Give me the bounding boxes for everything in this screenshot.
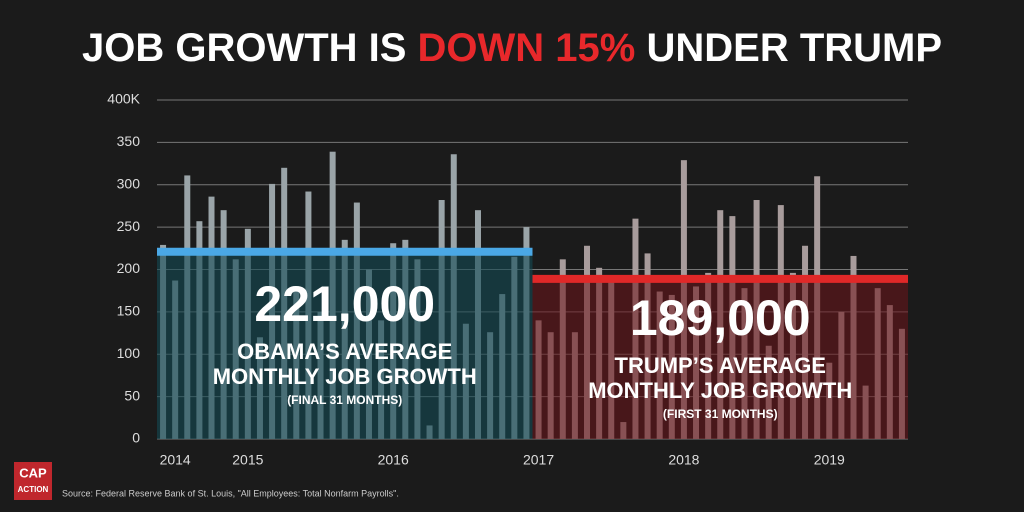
average-value: 189,000 <box>630 290 811 346</box>
x-tick-label: 2019 <box>814 452 845 468</box>
title-part: DOWN 15% <box>418 26 636 70</box>
logo-text: CAP <box>19 465 47 480</box>
y-tick-label: 300 <box>117 175 141 191</box>
x-tick-label: 2015 <box>232 452 263 468</box>
average-label: MONTHLY JOB GROWTH <box>213 364 477 389</box>
x-tick-label: 2017 <box>523 452 554 468</box>
title-part: JOB GROWTH IS <box>82 26 418 70</box>
y-tick-label: 150 <box>117 303 141 319</box>
x-tick-label: 2014 <box>160 452 191 468</box>
average-label: OBAMA’S AVERAGE <box>237 339 452 364</box>
y-tick-label: 400K <box>107 91 140 107</box>
average-area <box>157 251 533 439</box>
average-label: MONTHLY JOB GROWTH <box>588 378 852 403</box>
title-part: UNDER TRUMP <box>635 26 942 70</box>
average-area <box>532 278 908 439</box>
average-label: TRUMP’S AVERAGE <box>615 353 826 378</box>
y-tick-label: 50 <box>124 387 140 403</box>
x-tick-label: 2018 <box>668 452 699 468</box>
average-note: (FINAL 31 MONTHS) <box>287 393 402 407</box>
y-tick-label: 250 <box>117 218 141 234</box>
average-note: (FIRST 31 MONTHS) <box>663 407 778 421</box>
y-tick-label: 100 <box>117 345 141 361</box>
logo-text: ACTION <box>18 485 49 494</box>
y-tick-label: 0 <box>132 430 140 446</box>
y-tick-label: 350 <box>117 133 141 149</box>
average-value: 221,000 <box>254 276 435 332</box>
x-tick-label: 2016 <box>378 452 409 468</box>
logo-box <box>14 462 52 500</box>
y-tick-label: 200 <box>117 260 141 276</box>
source: Source: Federal Reserve Bank of St. Loui… <box>62 488 399 498</box>
chart-title: JOB GROWTH IS DOWN 15% UNDER TRUMP <box>82 26 942 70</box>
